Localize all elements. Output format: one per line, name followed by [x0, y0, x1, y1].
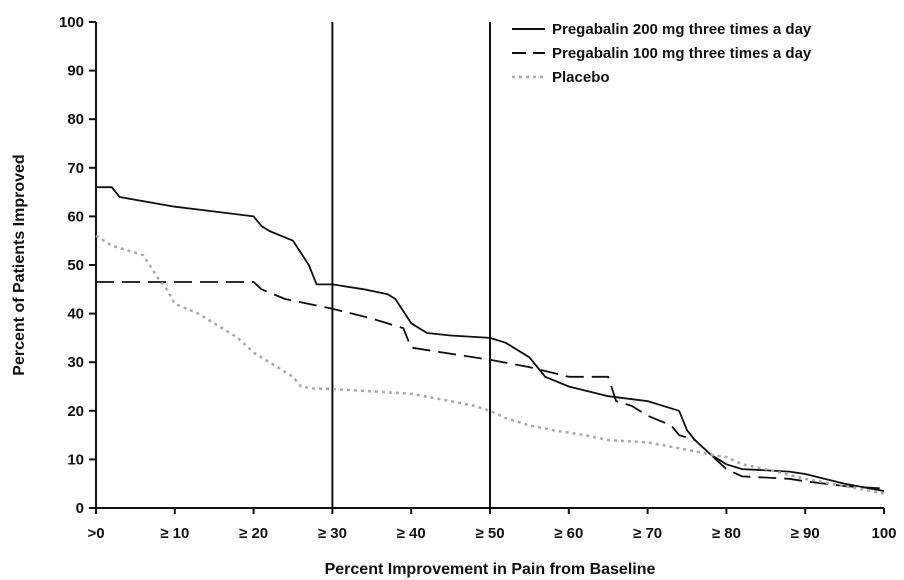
y-tick-label: 0 — [76, 500, 84, 517]
legend-label-1: Pregabalin 200 mg three times a day — [552, 21, 812, 38]
reference-lines — [331, 22, 491, 508]
legend-label-3: Placebo — [552, 69, 610, 86]
legend: Pregabalin 200 mg three times a day Prega… — [512, 21, 812, 86]
y-tick-label: 40 — [67, 306, 84, 323]
series-group — [95, 186, 885, 495]
y-tick-label: 30 — [67, 354, 84, 371]
x-tick-label: ≥ 80 — [712, 525, 741, 542]
x-tick-label: ≥ 10 — [160, 525, 189, 542]
y-tick-label: 80 — [67, 111, 84, 128]
x-axis-title: Percent Improvement in Pain from Baselin… — [325, 561, 656, 578]
x-tick-label: 100 — [871, 525, 896, 542]
x-tick-label: >0 — [87, 525, 104, 542]
y-axis-title: Percent of Patients Improved — [11, 154, 28, 375]
series-line-2 — [96, 281, 885, 490]
x-tick-label: ≥ 50 — [475, 525, 504, 542]
x-tick-label: ≥ 30 — [318, 525, 347, 542]
series-line-3 — [95, 234, 885, 495]
y-ticks: 0 10 20 30 40 50 60 70 80 90 100 — [59, 14, 96, 517]
y-tick-label: 60 — [67, 208, 84, 225]
y-tick-label: 10 — [67, 451, 84, 468]
x-ticks: >0 ≥ 10 ≥ 20 ≥ 30 ≥ 40 ≥ 50 ≥ 60 ≥ 70 ≥ 80 ≥ 90 10… — [87, 508, 897, 542]
x-tick-label: ≥ 70 — [633, 525, 662, 542]
y-tick-label: 20 — [67, 403, 84, 420]
series-line-1 — [96, 186, 885, 492]
y-tick-label: 90 — [67, 63, 84, 80]
legend-label-2: Pregabalin 100 mg three times a day — [552, 45, 812, 62]
y-tick-label: 100 — [59, 14, 84, 31]
y-tick-label: 70 — [67, 160, 84, 177]
x-tick-label: ≥ 20 — [239, 525, 268, 542]
x-tick-label: ≥ 40 — [397, 525, 426, 542]
x-tick-label: ≥ 90 — [791, 525, 820, 542]
x-tick-label: ≥ 60 — [554, 525, 583, 542]
y-tick-label: 50 — [67, 257, 84, 274]
